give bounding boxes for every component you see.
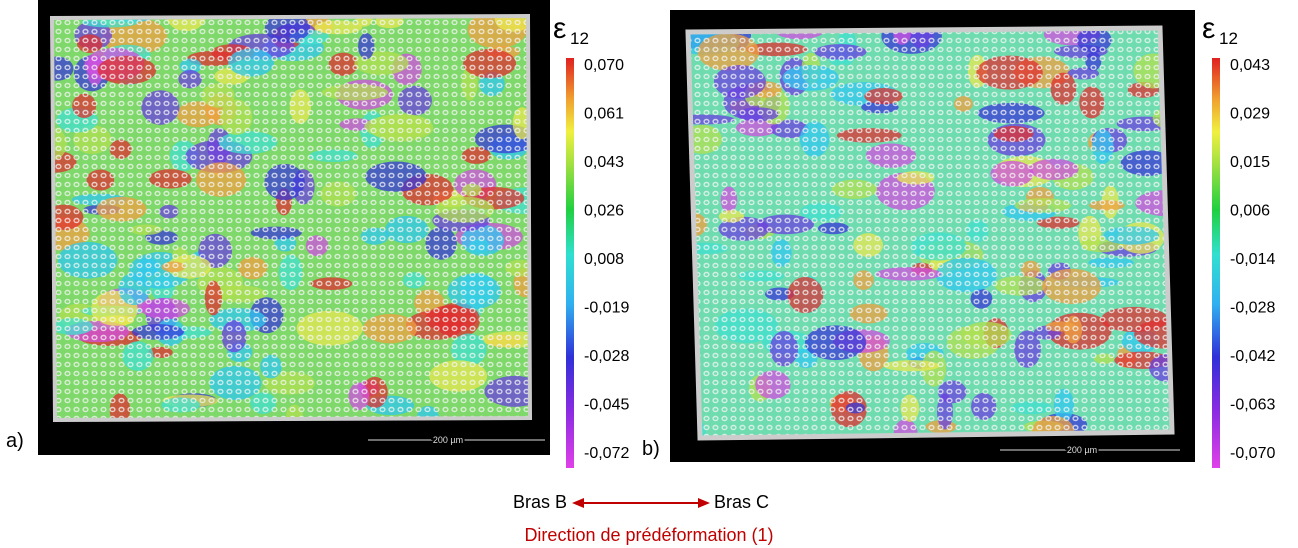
colorbar-subscript: 12	[570, 29, 589, 48]
colorbar-subscript: 12	[1219, 29, 1238, 48]
speckle-mesh	[52, 16, 530, 420]
strain-map	[688, 28, 1172, 438]
sample-border	[685, 25, 1175, 441]
caption: Direction de prédéformation (1)	[524, 525, 773, 545]
colorbar	[566, 58, 574, 468]
colorbar-tick-label: -0,014	[1230, 251, 1275, 268]
colorbar-tick-label: -0,072	[584, 445, 629, 462]
colorbar-tick-label: -0,019	[584, 300, 629, 317]
colorbar-tick-label: -0,070	[1230, 445, 1275, 462]
scale-bar-label: 200 µm	[433, 435, 463, 445]
colorbar-tick-label: 0,043	[1230, 57, 1270, 74]
colorbar-symbol: ε	[1202, 12, 1215, 45]
colorbar-tick-label: 0,026	[584, 203, 624, 220]
colorbar-tick-label: 0,070	[584, 57, 624, 74]
arrow-head	[698, 498, 710, 508]
colorbar-tick-label: -0,045	[584, 397, 629, 414]
arrow-head	[572, 498, 584, 508]
speckle-mesh	[688, 28, 1172, 438]
colorbar-symbol: ε	[553, 12, 566, 45]
colorbar-tick-label: 0,006	[1230, 203, 1270, 220]
panel-label: b)	[642, 438, 660, 460]
scale-bar-label: 200 µm	[1067, 445, 1097, 455]
colorbar-tick-label: 0,015	[1230, 154, 1270, 171]
panel-label: a)	[6, 430, 24, 452]
colorbar-tick-label: 0,008	[584, 251, 624, 268]
colorbar-tick-label: 0,029	[1230, 106, 1270, 123]
colorbar	[1212, 58, 1220, 468]
colorbar-tick-label: -0,042	[1230, 348, 1275, 365]
strain-map	[52, 16, 530, 420]
colorbar-tick-label: 0,061	[584, 106, 624, 123]
arm-label: Bras C	[714, 492, 769, 512]
colorbar-tick-label: -0,063	[1230, 397, 1275, 414]
sample-border	[49, 13, 533, 423]
colorbar-tick-label: -0,028	[1230, 300, 1275, 317]
colorbar-tick-label: 0,043	[584, 154, 624, 171]
colorbar-tick-label: -0,028	[584, 348, 629, 365]
arm-label: Bras B	[513, 492, 567, 512]
